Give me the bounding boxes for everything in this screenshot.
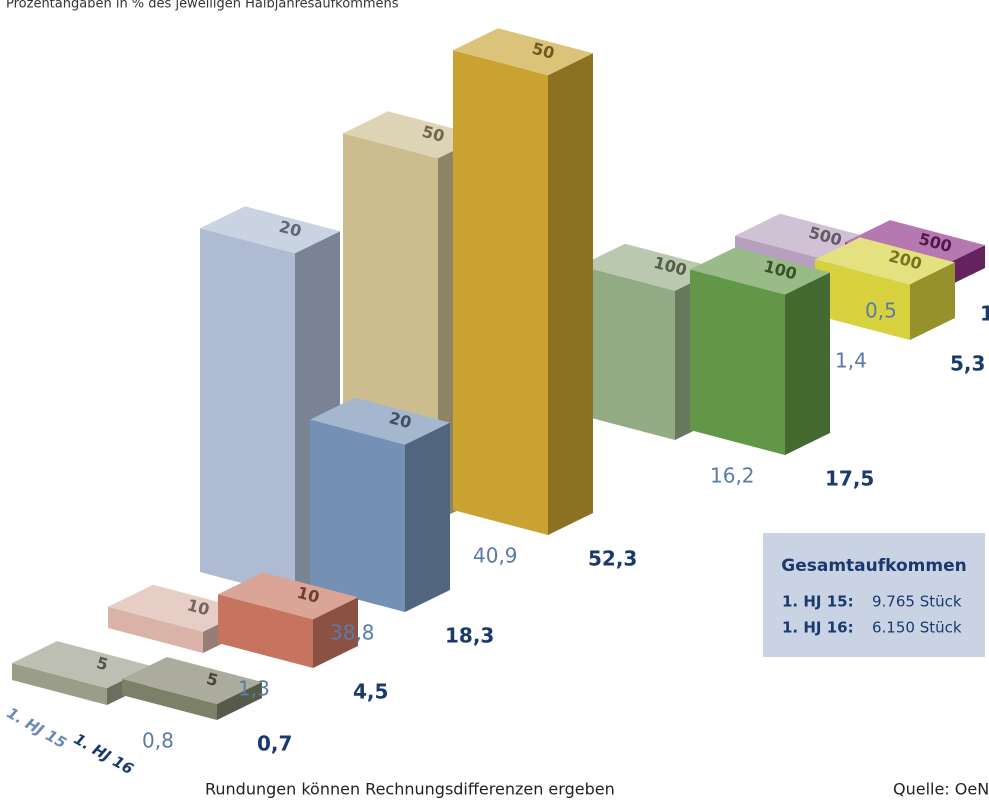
source: Quelle: OeNB [893, 780, 989, 799]
value-label: 18,3 [445, 624, 494, 648]
bar-top [690, 247, 830, 295]
bar-side [313, 597, 358, 668]
footnote: Rundungen können Rechnungsdifferenzen er… [205, 780, 615, 799]
bar-front [12, 663, 107, 705]
series-label: 1. HJ 15 [4, 704, 70, 752]
summary-box [763, 533, 985, 657]
value-label: 1,4 [835, 349, 867, 373]
chart-title: Prozentangaben in % des jeweiligen Halbj… [6, 0, 399, 12]
value-label: 40,9 [473, 544, 518, 568]
box-label: 1. HJ 16: [782, 619, 854, 637]
bar-top [310, 397, 450, 445]
bar-top [845, 220, 985, 268]
bar-top [453, 28, 593, 76]
box-value: 9.765 Stück [872, 593, 962, 611]
bar-front [122, 679, 217, 720]
bar-front [200, 228, 295, 598]
value-label: 1,5 [980, 302, 989, 326]
bar-top [122, 657, 262, 704]
bar-front [453, 50, 548, 535]
bar-top [815, 237, 955, 285]
bar-side [405, 422, 450, 612]
bar-side [785, 272, 830, 455]
value-label: 1,3 [238, 677, 270, 701]
bars: 50050020020010010050502020101055 [12, 28, 985, 720]
value-label: 16,2 [710, 464, 755, 488]
value-label: 5,3 [950, 352, 985, 376]
bar-front [218, 594, 313, 668]
bar-top [580, 243, 720, 291]
bar-side [548, 53, 593, 535]
bar-side [217, 682, 262, 720]
bar-top [12, 641, 152, 689]
box-title: Gesamtaufkommen [781, 556, 966, 576]
value-label: 38,8 [330, 621, 375, 645]
bar-front [690, 269, 785, 455]
bar-top [343, 111, 483, 159]
value-label: 0,7 [257, 732, 292, 756]
bar-front [735, 235, 830, 275]
bar-side [910, 262, 955, 340]
value-label: 0,5 [865, 299, 897, 323]
bar-top [218, 572, 358, 620]
value-label: 0,8 [142, 729, 174, 753]
bar-front [108, 606, 203, 653]
box-value: 6.150 Stück [872, 619, 962, 637]
bar-top [200, 206, 340, 254]
denomination: 5 [204, 669, 220, 690]
value-label: 17,5 [825, 467, 874, 491]
bar-top [108, 584, 248, 632]
denomination: 5 [94, 653, 110, 674]
bar-front [815, 259, 910, 340]
series-label: 1. HJ 16 [71, 730, 137, 778]
box-label: 1. HJ 15: [782, 593, 854, 611]
value-label: 4,5 [353, 680, 388, 704]
bar-front [310, 419, 405, 612]
value-label: 52,3 [588, 547, 637, 571]
bar-front [580, 265, 675, 440]
